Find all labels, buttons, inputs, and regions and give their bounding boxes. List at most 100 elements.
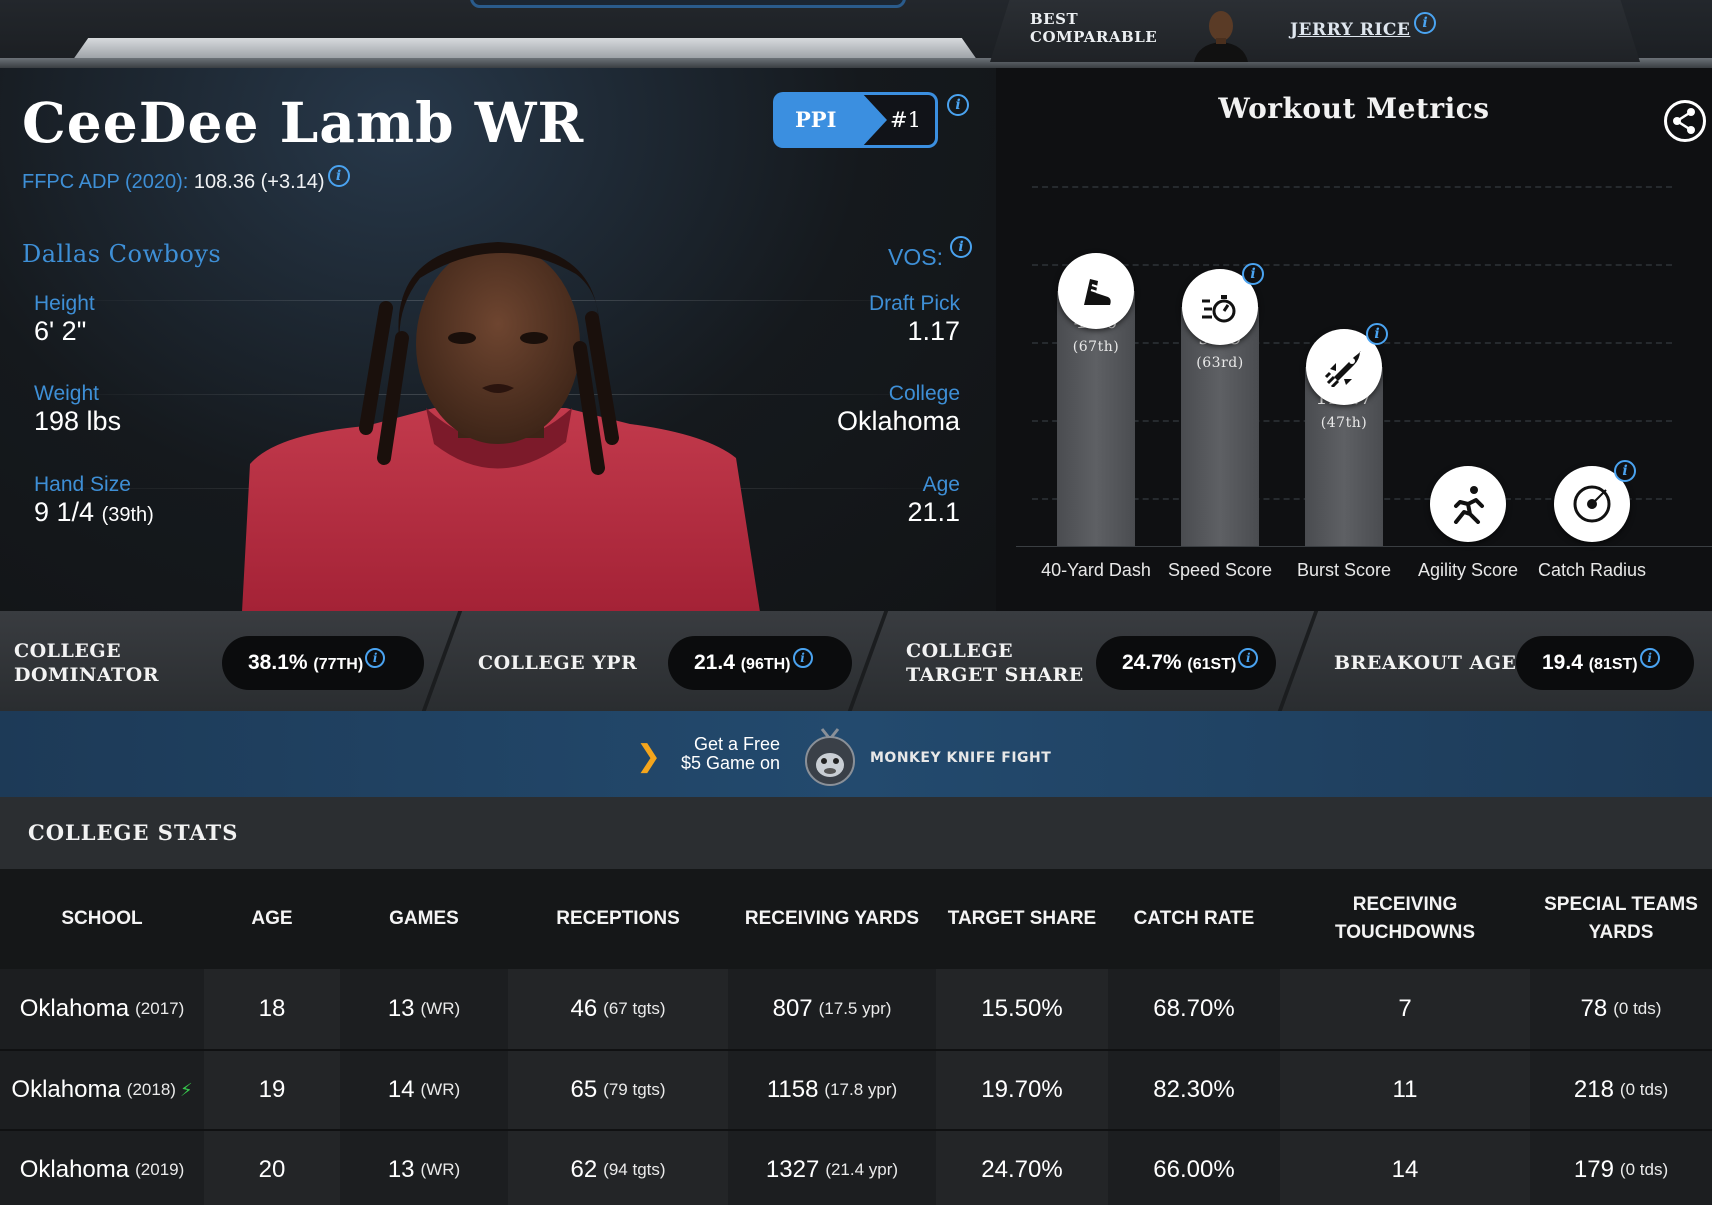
table-cell: 82.30% (1108, 1051, 1280, 1129)
college-metric-label: COLLEGE DOMINATOR (14, 640, 159, 686)
college-metric-label: COLLEGE YPR (478, 652, 638, 674)
metric-rank: (47th) (1320, 415, 1368, 431)
table-cell: Oklahoma (2018) ⚡ (0, 1051, 204, 1129)
table-cell: 15.50% (936, 969, 1108, 1049)
adp-value: 108.36 (+3.14) (193, 171, 325, 193)
column-header[interactable]: GAMES (389, 908, 459, 929)
vos-info-icon[interactable]: i (950, 236, 972, 258)
college-stat: College Oklahoma (837, 382, 960, 436)
table-row: Oklahoma (2019) 20 13 (WR) 62 (94 tgts) 1327 (21… (0, 1129, 1712, 1205)
table-cell: 20 (204, 1131, 340, 1205)
table-cell: 18 (204, 969, 340, 1049)
team-name[interactable]: Dallas Cowboys (22, 240, 222, 268)
column-header[interactable]: TARGET SHARE (947, 908, 1097, 929)
college-metric-percentile: (77TH) (313, 656, 364, 673)
table-cell: 46 (67 tgts) (508, 969, 728, 1049)
college-metric-info-icon[interactable]: i (365, 648, 386, 668)
table-cell: 807 (17.5 ypr) (728, 969, 936, 1049)
runner-badge[interactable] (1430, 466, 1506, 542)
header-ledge-rail (0, 58, 1712, 68)
column-header[interactable]: SPECIAL TEAMS YARDS (1544, 894, 1698, 943)
table-cell: 14 (1280, 1131, 1530, 1205)
table-cell: 78 (0 tds) (1530, 969, 1712, 1049)
player-hero-panel: CeeDee Lamb WR FFPC ADP (2020): 108.36 (… (0, 68, 996, 612)
metric-info-icon[interactable]: i (1242, 263, 1264, 285)
promo-banner[interactable]: ❯ Get a Free $5 Game on MONKEY KNIFE FIG… (0, 711, 1712, 797)
college-metric-value: 21.4 (694, 651, 741, 674)
adp-info-icon[interactable]: i (327, 165, 350, 187)
table-header-row: SCHOOL AGE GAMES RECEPTIONS RECEIVING YARDS T… (0, 869, 1712, 969)
table-cell: 1158 (17.8 ypr) (728, 1051, 936, 1129)
comparable-player-headshot (1194, 11, 1248, 62)
share-icon[interactable] (1664, 100, 1706, 142)
rocket-icon (1324, 351, 1361, 387)
college-metric-label: COLLEGE TARGET SHARE (906, 640, 1084, 686)
height-label: Height (34, 292, 95, 315)
college-metric-info-icon[interactable]: i (1639, 648, 1660, 668)
promo-line2: $5 Game on (680, 753, 780, 773)
metric-info-icon[interactable]: i (1366, 323, 1388, 345)
column-header[interactable]: RECEIVING TOUCHDOWNS (1334, 894, 1476, 943)
best-comparable-panel: BEST COMPARABLE JERRY RICE i (990, 0, 1640, 62)
comparable-info-icon[interactable]: i (1414, 12, 1436, 34)
monkey-logo-icon (805, 728, 855, 786)
table-row: Oklahoma (2017) 18 13 (WR) 46 (67 tgts) 807 (17.… (0, 969, 1712, 1049)
chart-gridline (1032, 264, 1672, 266)
player-name: CeeDee Lamb WR (22, 90, 585, 155)
table-cell: Oklahoma (2017) (0, 969, 204, 1049)
table-row: Oklahoma (2018) ⚡ 19 14 (WR) 65 (79 tgts) 1158 (1… (0, 1049, 1712, 1129)
promo-text: Get a Free $5 Game on (660, 735, 780, 773)
ppi-rank-badge: PPI #1 (773, 92, 938, 148)
table-cell: 24.70% (936, 1131, 1108, 1205)
column-header[interactable]: RECEPTIONS (556, 908, 680, 929)
band-separator (847, 611, 889, 711)
weight-value: 198 lbs (34, 406, 122, 436)
college-metric-value: 24.7% (1122, 651, 1188, 674)
adp-label: FFPC ADP (2020): (22, 171, 189, 193)
metric-label: Catch Radius (1537, 560, 1647, 580)
college-metric-label: BREAKOUT AGE (1334, 652, 1517, 674)
target-badge[interactable] (1554, 466, 1630, 542)
metric-label: Agility Score (1417, 560, 1519, 580)
college-label: College (888, 382, 960, 405)
chart-baseline (1016, 546, 1712, 547)
college-metric-value: 19.4 (1542, 651, 1589, 674)
shoe-badge[interactable] (1058, 253, 1134, 329)
college-metric-info-icon[interactable]: i (792, 648, 813, 668)
metric-bar: 4.50(67th) (1057, 291, 1135, 546)
best-comparable-label-line2: COMPARABLE (1030, 28, 1158, 46)
ppi-info-icon[interactable]: i (947, 94, 969, 116)
hand-size-stat: Hand Size 9 1/4 (39th) (34, 473, 154, 530)
age-label: Age (922, 473, 960, 496)
runner-icon (1454, 486, 1484, 524)
college-metric-info-icon[interactable]: i (1238, 648, 1259, 668)
age-stat: Age 21.1 (907, 473, 960, 527)
breakout-bolt-icon: ⚡ (179, 1079, 193, 1100)
college-metric-value: 38.1% (248, 651, 314, 674)
column-header[interactable]: SCHOOL (61, 908, 143, 929)
college-metric-value-pill: 21.4 (96TH) i (668, 636, 852, 690)
college-metric-percentile: (81ST) (1588, 656, 1638, 673)
chart-gridline (1032, 186, 1672, 188)
table-cell: 68.70% (1108, 969, 1280, 1049)
metric-rank: (67th) (1072, 339, 1120, 355)
column-header[interactable]: CATCH RATE (1133, 908, 1255, 929)
column-header[interactable]: RECEIVING YARDS (744, 908, 920, 929)
column-header[interactable]: AGE (251, 908, 293, 929)
nav-pill[interactable] (470, 0, 906, 8)
target-icon (1573, 485, 1611, 523)
ppi-rank: #1 (857, 92, 938, 148)
table-cell: 66.00% (1108, 1131, 1280, 1205)
draft-pick-value: 1.17 (907, 316, 960, 346)
college-value: Oklahoma (836, 406, 960, 436)
table-cell: 179 (0 tds) (1530, 1131, 1712, 1205)
chevron-right-icon: ❯ (636, 740, 662, 773)
promo-line1: Get a Free (693, 734, 780, 754)
metric-label: Burst Score (1296, 560, 1392, 580)
table-cell: 11 (1280, 1051, 1530, 1129)
table-cell: 19 (204, 1051, 340, 1129)
metric-info-icon[interactable]: i (1614, 460, 1636, 482)
table-cell: 65 (79 tgts) (508, 1051, 728, 1129)
comparable-player-link[interactable]: JERRY RICE (1290, 20, 1411, 40)
table-cell: 13 (WR) (340, 969, 508, 1049)
